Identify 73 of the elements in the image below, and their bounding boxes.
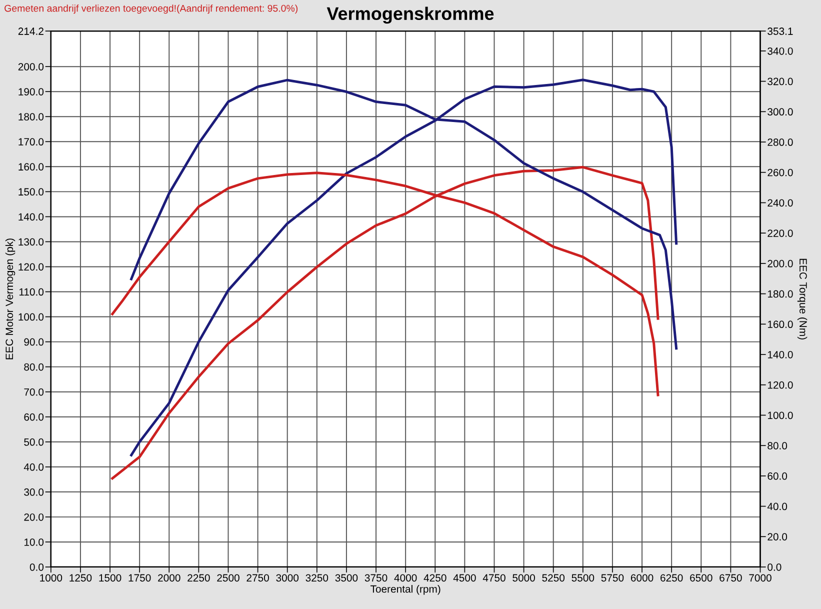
y-tick-label: 70.0 (24, 388, 44, 396)
y-tick-label: 60.0 (24, 413, 44, 421)
x-tick-label: 3750 (364, 574, 388, 582)
y-tick-label: 0.0 (30, 563, 44, 571)
x-tick-label: 3250 (306, 574, 328, 582)
y-tick-label: 90.0 (24, 338, 44, 346)
y-tick-label: 110.0 (19, 288, 44, 296)
y2-tick-label: 140.0 (768, 350, 793, 358)
y2-tick-label: 280.0 (768, 138, 793, 146)
line-series (111, 166, 660, 480)
y2-tick-label: 160.0 (768, 320, 793, 328)
y-tick-label: 190.0 (18, 88, 44, 96)
y2-tick-label: 80.0 (768, 442, 788, 450)
y2-tick-label: 0.0 (768, 563, 782, 571)
y2-tick-label: 100.0 (768, 412, 793, 420)
y-tick-label: 10.0 (24, 538, 44, 546)
x-tick-label: 6000 (630, 574, 654, 582)
y-tick-label: 140.0 (18, 213, 44, 221)
y-tick-label: 120.0 (18, 263, 44, 271)
x-tick-label: 4750 (482, 574, 506, 582)
y2-tick-label: 260.0 (768, 168, 793, 176)
chart-title: Vermogenskromme (326, 6, 494, 24)
x-tick-label: 6500 (690, 574, 712, 582)
x-tick-label: 7000 (749, 574, 772, 582)
x-tick-label: 2250 (188, 574, 210, 582)
y2-tick-label: 40.0 (767, 502, 788, 510)
x-tick-label: 3000 (276, 574, 299, 582)
y2-tick-label: 300.0 (768, 108, 793, 116)
y-tick-label: 20.0 (24, 513, 44, 521)
y-tick-label: 214.2 (18, 28, 44, 35)
x-tick-label: 5500 (572, 574, 594, 582)
x-tick-label: 5250 (542, 574, 565, 582)
x-axis-title: Toerental (rpm) (370, 585, 440, 595)
y-tick-label: 50.0 (24, 438, 44, 446)
y2-axis-title: EEC Torque (Nm) (797, 258, 808, 340)
x-tick-label: 1250 (70, 574, 92, 582)
x-tick-label: 6750 (720, 574, 742, 582)
x-tick-label: 3500 (335, 574, 358, 582)
y2-tick-label: 200.0 (768, 260, 793, 268)
x-tick-label: 1500 (99, 574, 122, 582)
y-axis-title: EEC Motor Vermogen (pk) (5, 238, 16, 360)
x-tick-label: 4250 (424, 574, 446, 582)
y-tick-label: 130.0 (18, 238, 44, 246)
x-tick-label: 5000 (512, 574, 535, 582)
x-tick-label: 6250 (660, 574, 683, 582)
y-tick-label: 30.0 (24, 488, 44, 496)
text: Gemeten aandrijf verliezen toegevoegd!(Aandrijf rendement: 95.0%) (4, 4, 298, 14)
y2-tick-label: 353.1 (768, 28, 793, 35)
x-tick-label: 5750 (601, 574, 624, 582)
x-tick-label: 2500 (217, 574, 240, 582)
y2-tick-label: 60.0 (768, 472, 788, 480)
y2-tick-label: 340.0 (768, 47, 793, 55)
y-tick-label: 40.0 (24, 463, 44, 471)
y-tick-label: 100.0 (18, 313, 44, 321)
y-tick-label: 80.0 (24, 363, 44, 371)
x-tick-label: 1750 (128, 574, 151, 582)
x-tick-label: 4500 (453, 574, 476, 582)
y-tick-label: 160.0 (18, 163, 44, 171)
y2-tick-label: 320.0 (768, 78, 793, 86)
x-tick-label: 4000 (394, 574, 417, 582)
x-tick-label: 2000 (158, 574, 180, 582)
y-tick-label: 180.0 (18, 113, 44, 121)
y2-tick-label: 20.0 (768, 533, 788, 540)
x-tick-label: 2750 (246, 574, 269, 582)
y-tick-label: 200.0 (18, 63, 44, 70)
y-tick-label: 150.0 (18, 188, 44, 196)
y2-tick-label: 180.0 (768, 290, 793, 298)
y2-tick-label: 240.0 (768, 199, 793, 207)
x-tick-label: 1000 (40, 574, 62, 582)
line-series (130, 78, 678, 456)
y2-tick-label: 120.0 (768, 381, 793, 389)
y-tick-label: 170.0 (18, 138, 44, 146)
y2-tick-label: 220.0 (768, 230, 793, 237)
